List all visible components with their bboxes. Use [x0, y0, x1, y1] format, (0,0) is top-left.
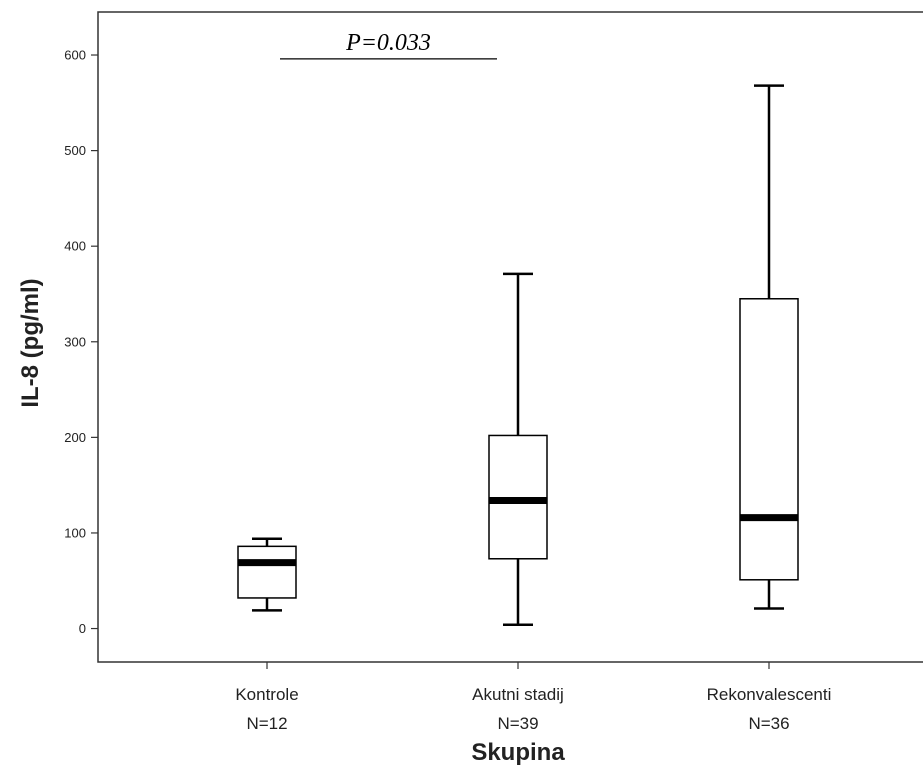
- x-axis: Kontrole N=12 Akutni stadij N=39 Rekonvalesc…: [235, 662, 831, 733]
- iqr-box: [237, 545, 297, 599]
- annotations: P=0.033: [280, 30, 497, 60]
- plot-frame: [97, 11, 923, 663]
- y-tick-label: 200: [64, 430, 86, 445]
- y-tick-label: 400: [64, 239, 86, 254]
- x-tick-label: Akutni stadij: [472, 685, 564, 704]
- y-tick-label: 300: [64, 334, 86, 349]
- plot-border: [97, 11, 923, 663]
- p-value-label: P=0.033: [345, 30, 431, 56]
- x-tick-n-label: N=36: [748, 714, 789, 733]
- x-tick-n-label: N=39: [497, 714, 538, 733]
- boxes: [237, 84, 799, 626]
- x-tick-label: Rekonvalescenti: [707, 685, 832, 704]
- x-tick-n-label: N=12: [246, 714, 287, 733]
- box-group: [488, 272, 548, 626]
- x-tick-label: Kontrole: [235, 685, 298, 704]
- y-tick-label: 500: [64, 143, 86, 158]
- y-tick-label: 100: [64, 525, 86, 540]
- y-tick-label: 600: [64, 48, 86, 63]
- iqr-box: [739, 298, 799, 581]
- y-axis: 0 100 200 300 400 500 600: [64, 48, 98, 636]
- box-group: [237, 537, 297, 612]
- y-tick-label: 0: [79, 621, 86, 636]
- y-axis-label: IL-8 (pg/ml): [17, 278, 44, 407]
- x-axis-label: Skupina: [471, 739, 565, 766]
- box-group: [739, 84, 799, 610]
